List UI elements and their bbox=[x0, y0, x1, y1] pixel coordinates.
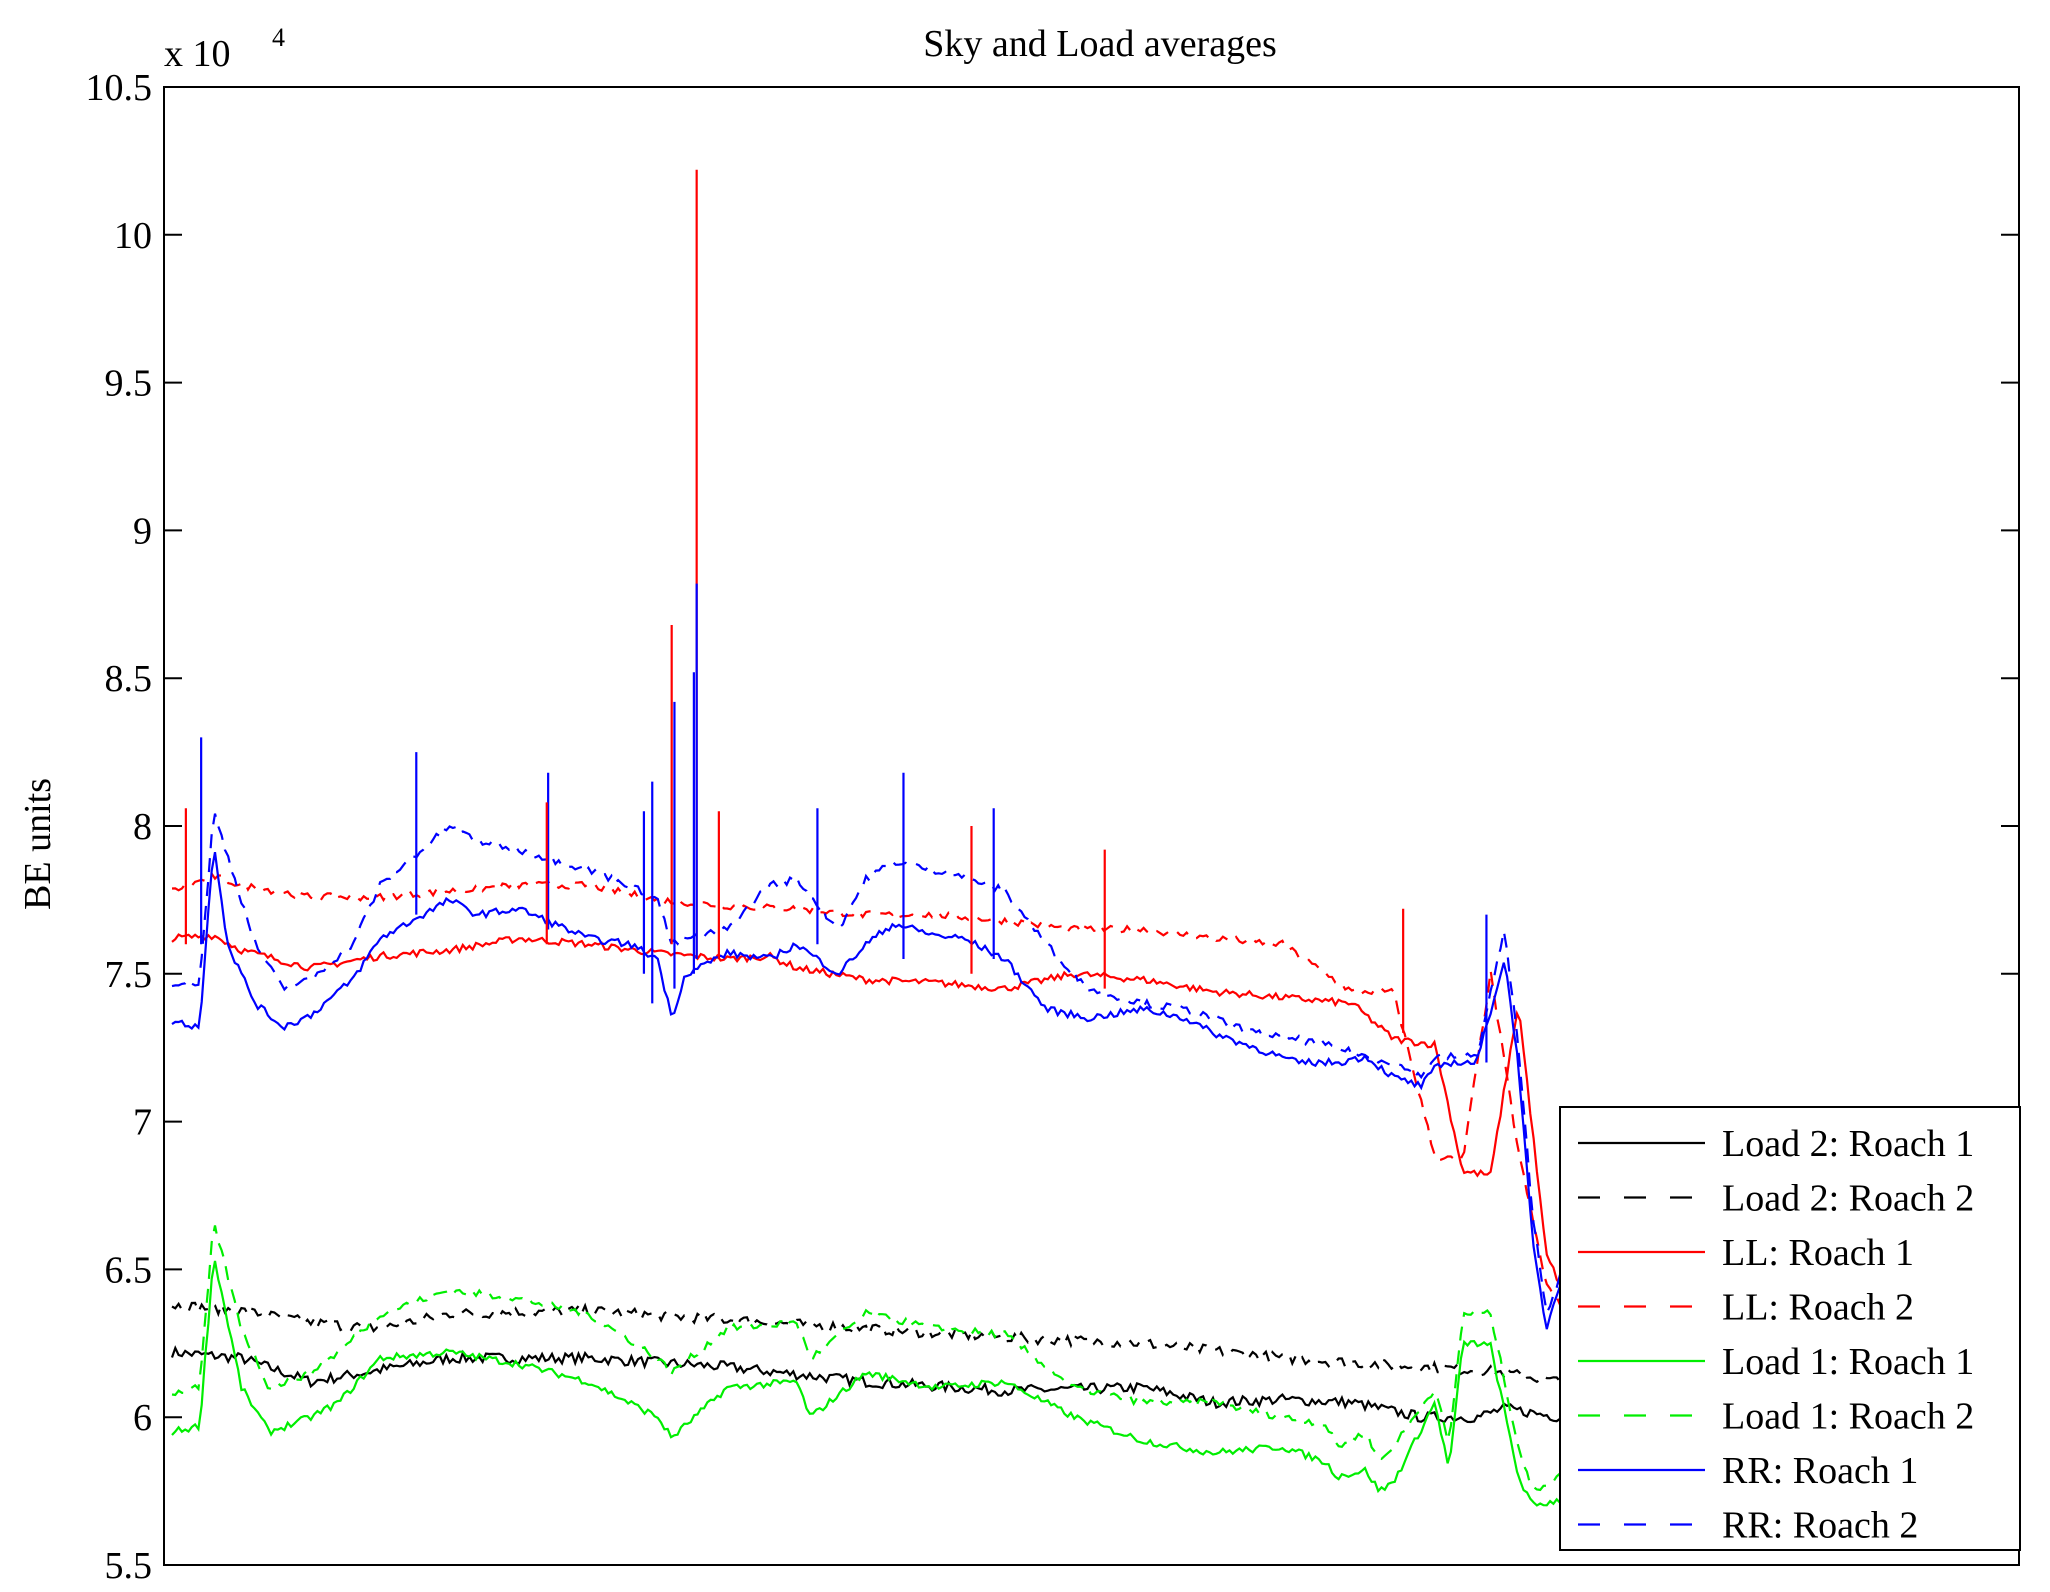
legend-label: Load 2: Roach 2 bbox=[1722, 1178, 1974, 1220]
y-tick-label: 8.5 bbox=[105, 658, 153, 700]
y-tick-label: 7.5 bbox=[105, 954, 153, 996]
series-line bbox=[171, 933, 1561, 1285]
y-tick-label: 8 bbox=[133, 806, 152, 848]
legend-label: RR: Roach 2 bbox=[1722, 1505, 1918, 1547]
series-line bbox=[170, 1345, 1561, 1424]
y-tick-label: 7 bbox=[133, 1102, 152, 1144]
series-line bbox=[171, 852, 1562, 1330]
series-layer bbox=[170, 813, 1562, 1507]
series-line bbox=[171, 872, 1562, 1306]
y-tick-label: 6 bbox=[133, 1397, 152, 1439]
y-tick-label: 5.5 bbox=[105, 1545, 153, 1587]
legend-label: LL: Roach 1 bbox=[1722, 1232, 1914, 1274]
y-axis-ticks: 5.5 6 6.5 7 7.5 8 8.5 9 9.5 10 10.5 bbox=[86, 67, 2019, 1587]
legend-entries: Load 2: Roach 1 Load 2: Roach 2 LL: Roach … bbox=[1578, 1123, 1974, 1547]
series-line bbox=[171, 1300, 1561, 1384]
y-tick-label: 9.5 bbox=[105, 363, 153, 405]
legend-label: Load 1: Roach 1 bbox=[1722, 1341, 1974, 1383]
legend-label: LL: Roach 2 bbox=[1722, 1287, 1914, 1329]
legend-label: RR: Roach 1 bbox=[1722, 1450, 1918, 1492]
legend-label: Load 1: Roach 2 bbox=[1722, 1396, 1974, 1438]
legend-label: Load 2: Roach 1 bbox=[1722, 1123, 1974, 1165]
chart-title: Sky and Load averages bbox=[923, 23, 1277, 65]
series-line bbox=[171, 1225, 1561, 1492]
y-tick-label: 6.5 bbox=[105, 1249, 153, 1291]
series-line bbox=[171, 813, 1562, 1316]
spike-layer bbox=[184, 169, 1488, 1063]
y-multiplier-exponent: 4 bbox=[272, 23, 285, 52]
y-tick-label: 9 bbox=[133, 510, 152, 552]
legend-box bbox=[1559, 1106, 2021, 1551]
y-tick-label: 10 bbox=[114, 215, 152, 257]
y-tick-label: 10.5 bbox=[86, 67, 153, 109]
y-axis-label: BE units bbox=[17, 778, 59, 910]
series-line bbox=[171, 1260, 1561, 1507]
y-multiplier-base: x 10 bbox=[164, 33, 231, 75]
legend: Load 2: Roach 1 Load 2: Roach 2 LL: Roach … bbox=[1559, 1106, 2021, 1551]
